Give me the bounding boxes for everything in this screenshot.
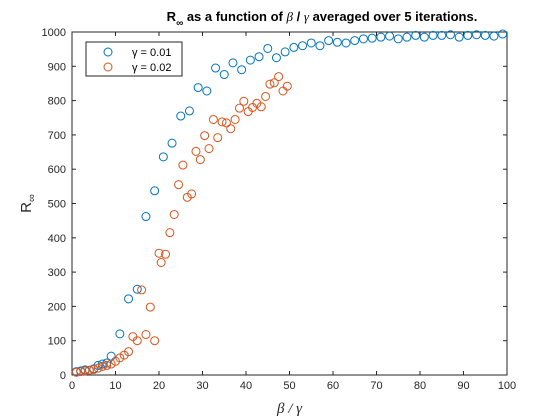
y-tick-label: 800 (48, 96, 66, 108)
y-tick-label: 900 (48, 61, 66, 73)
y-tick-label: 0 (60, 370, 66, 382)
x-tick-label: 40 (240, 380, 252, 392)
x-axis-label: β / γ (276, 401, 303, 417)
x-tick-label: 10 (109, 380, 121, 392)
x-tick-label: 90 (457, 380, 469, 392)
x-tick-label: 80 (414, 380, 426, 392)
x-tick-label: 100 (498, 380, 516, 392)
plot-area: 0 10 20 30 40 50 60 70 80 90 100 0 100 200 300 400 500 6… (42, 27, 517, 392)
y-tick-label: 700 (48, 130, 66, 142)
x-tick-label: 50 (283, 380, 295, 392)
x-tick-label: 60 (327, 380, 339, 392)
x-tick-label: 30 (196, 380, 208, 392)
y-tick-label: 600 (48, 164, 66, 176)
legend-label: γ = 0.02 (132, 62, 171, 74)
y-tick-label: 200 (48, 301, 66, 313)
legend: γ = 0.01 γ = 0.02 (86, 42, 182, 76)
y-tick-label: 300 (48, 267, 66, 279)
y-tick-label: 100 (48, 336, 66, 348)
x-tick-label: 20 (153, 380, 165, 392)
y-tick-label: 400 (48, 233, 66, 245)
y-tick-label: 500 (48, 199, 66, 211)
x-tick-label: 70 (370, 380, 382, 392)
legend-label: γ = 0.01 (132, 47, 171, 59)
y-tick-label: 1000 (42, 27, 66, 39)
x-tick-label: 0 (69, 380, 75, 392)
